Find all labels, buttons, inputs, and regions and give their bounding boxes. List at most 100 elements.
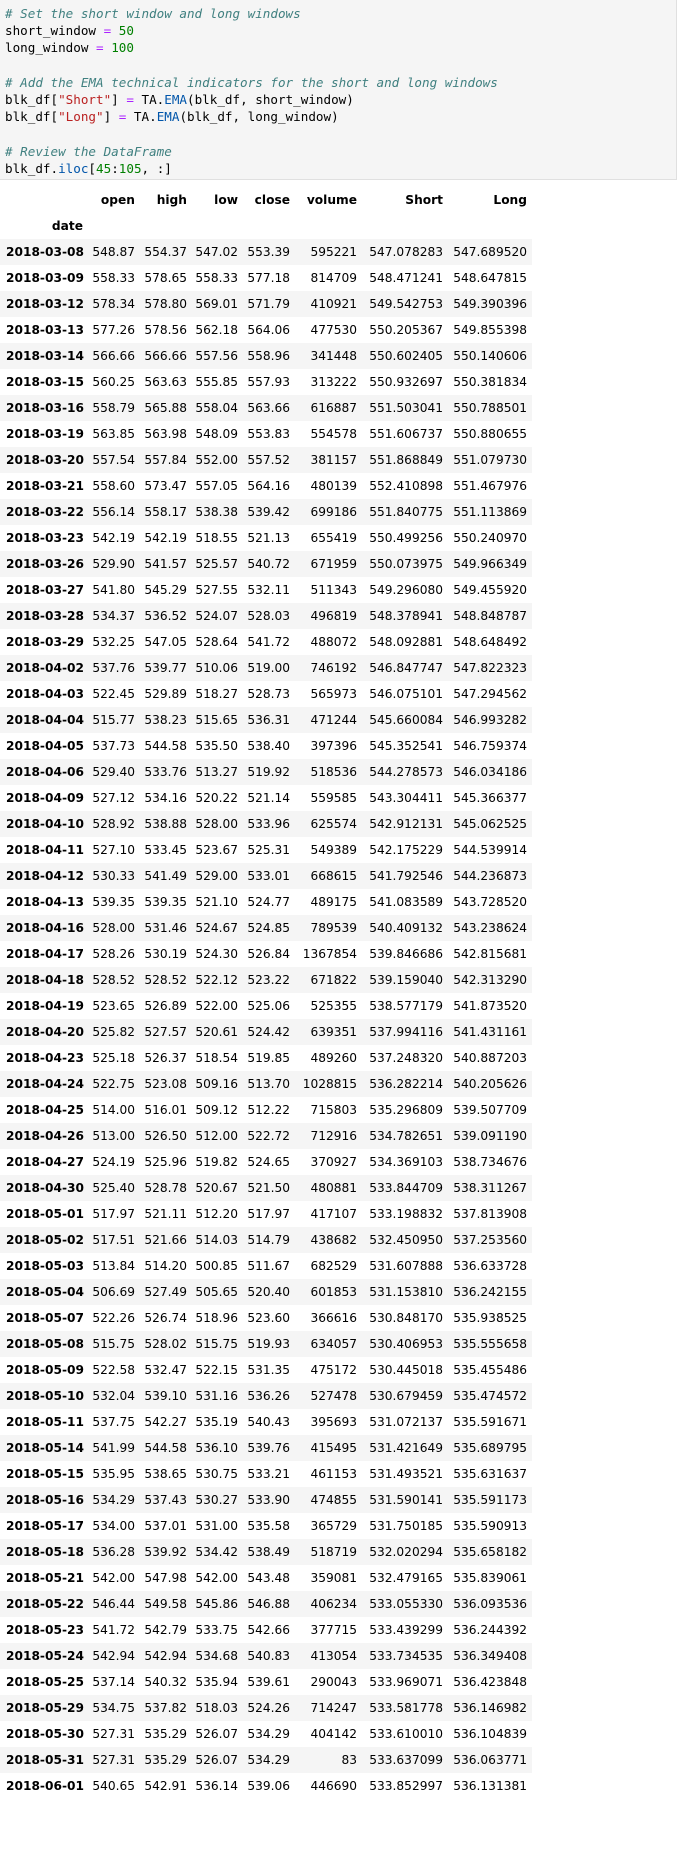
table-cell-low: 530.75	[195, 1467, 238, 1481]
table-cell-open: 539.35	[92, 895, 135, 909]
row-index-date: 2018-04-04	[6, 713, 84, 727]
table-cell-high: 537.43	[144, 1493, 187, 1507]
table-cell-long: 535.455486	[453, 1363, 527, 1377]
table-cell-volume: 341448	[310, 349, 357, 363]
table-cell-low: 530.27	[195, 1493, 238, 1507]
table-cell-high: 544.58	[144, 1441, 187, 1455]
table-cell-open: 527.10	[92, 843, 135, 857]
column-header-short: Short	[405, 193, 443, 207]
table-cell-close: 533.90	[247, 1493, 290, 1507]
table-cell-long: 550.880655	[453, 427, 527, 441]
row-index-date: 2018-05-21	[6, 1571, 84, 1585]
row-index-date: 2018-03-08	[6, 245, 84, 259]
column-header-row: open high low close volume Short Long	[0, 187, 532, 213]
code-comment-line: # Add the EMA technical indicators for t…	[5, 74, 676, 91]
table-cell-long: 547.689520	[453, 245, 527, 259]
row-index-date: 2018-03-19	[6, 427, 84, 441]
code-comment-line: # Review the DataFrame	[5, 143, 676, 160]
table-cell-short: 531.153810	[369, 1285, 443, 1299]
table-row: 2018-05-23 541.72 542.79 533.75 542.66 377715…	[0, 1617, 532, 1643]
table-row: 2018-04-11 527.10 533.45 523.67 525.31 549389…	[0, 837, 532, 863]
table-cell-volume: 601853	[310, 1285, 357, 1299]
table-cell-volume: 438682	[310, 1233, 357, 1247]
table-cell-high: 514.20	[144, 1259, 187, 1273]
table-cell-volume: 474855	[310, 1493, 357, 1507]
code-text: ]	[103, 109, 119, 125]
table-cell-volume: 518719	[310, 1545, 357, 1559]
table-cell-open: 560.25	[92, 375, 135, 389]
table-row: 2018-03-15 560.25 563.63 555.85 557.93 313222…	[0, 369, 532, 395]
row-index-date: 2018-04-06	[6, 765, 84, 779]
table-cell-long: 545.062525	[453, 817, 527, 831]
table-cell-close: 543.48	[247, 1571, 290, 1585]
table-cell-low: 523.67	[195, 843, 238, 857]
table-cell-short: 537.248320	[369, 1051, 443, 1065]
table-cell-volume: 554578	[310, 427, 357, 441]
table-cell-high: 565.88	[144, 401, 187, 415]
table-cell-low: 510.06	[195, 661, 238, 675]
table-cell-high: 528.52	[144, 973, 187, 987]
code-string: "Short"	[58, 91, 112, 107]
table-cell-open: 524.19	[92, 1155, 135, 1169]
table-cell-high: 573.47	[144, 479, 187, 493]
table-cell-open: 578.34	[92, 297, 135, 311]
code-variable: long_window	[5, 40, 89, 56]
table-body: 2018-03-08 548.87 554.37 547.02 553.39 595221…	[0, 239, 532, 1799]
table-cell-open: 525.40	[92, 1181, 135, 1195]
code-space	[88, 40, 96, 55]
table-cell-open: 537.73	[92, 739, 135, 753]
table-cell-volume: 413054	[310, 1649, 357, 1663]
table-cell-volume: 549389	[310, 843, 357, 857]
table-cell-low: 569.01	[195, 297, 238, 311]
table-cell-high: 528.02	[144, 1337, 187, 1351]
table-cell-open: 528.52	[92, 973, 135, 987]
table-cell-volume: 518536	[310, 765, 357, 779]
table-cell-close: 539.61	[247, 1675, 290, 1689]
table-cell-low: 518.54	[195, 1051, 238, 1065]
table-cell-high: 541.49	[144, 869, 187, 883]
code-cell[interactable]: # Set the short window and long windows s…	[0, 0, 677, 180]
table-cell-short: 537.994116	[369, 1025, 443, 1039]
table-cell-low: 535.19	[195, 1415, 238, 1429]
row-index-date: 2018-03-26	[6, 557, 84, 571]
table-cell-volume: 365729	[310, 1519, 357, 1533]
table-cell-high: 539.77	[144, 661, 187, 675]
table-cell-short: 547.078283	[369, 245, 443, 259]
table-cell-open: 528.92	[92, 817, 135, 831]
table-cell-short: 548.092881	[369, 635, 443, 649]
table-cell-long: 536.104839	[453, 1727, 527, 1741]
table-cell-long: 551.113869	[453, 505, 527, 519]
table-cell-close: 531.35	[247, 1363, 290, 1377]
table-cell-open: 546.44	[92, 1597, 135, 1611]
table-cell-open: 515.75	[92, 1337, 135, 1351]
table-cell-high: 533.76	[144, 765, 187, 779]
table-cell-close: 542.66	[247, 1623, 290, 1637]
code-text: [	[88, 160, 97, 176]
table-cell-long: 539.091190	[453, 1129, 527, 1143]
table-cell-short: 546.075101	[369, 687, 443, 701]
row-index-date: 2018-04-24	[6, 1077, 84, 1091]
table-cell-short: 546.847747	[369, 661, 443, 675]
table-cell-high: 558.17	[144, 505, 187, 519]
row-index-date: 2018-04-30	[6, 1181, 84, 1195]
table-cell-close: 557.52	[247, 453, 290, 467]
table-cell-low: 525.57	[195, 557, 238, 571]
table-cell-volume: 489260	[310, 1051, 357, 1065]
code-text: TA.	[133, 91, 165, 107]
table-cell-high: 526.89	[144, 999, 187, 1013]
row-index-date: 2018-05-22	[6, 1597, 84, 1611]
table-cell-short: 551.503041	[369, 401, 443, 415]
table-cell-high: 547.98	[144, 1571, 187, 1585]
table-row: 2018-05-21 542.00 547.98 542.00 543.48 359081…	[0, 1565, 532, 1591]
table-row: 2018-03-20 557.54 557.84 552.00 557.52 381157…	[0, 447, 532, 473]
table-cell-low: 522.00	[195, 999, 238, 1013]
table-cell-short: 530.848170	[369, 1311, 443, 1325]
table-cell-low: 557.56	[195, 349, 238, 363]
table-cell-short: 542.175229	[369, 843, 443, 857]
table-cell-open: 556.14	[92, 505, 135, 519]
table-cell-high: 537.01	[144, 1519, 187, 1533]
table-cell-open: 542.94	[92, 1649, 135, 1663]
table-cell-close: 524.42	[247, 1025, 290, 1039]
table-cell-high: 563.98	[144, 427, 187, 441]
code-line: blk_df["Short"] = TA.EMA(blk_df, short_w…	[5, 91, 676, 108]
